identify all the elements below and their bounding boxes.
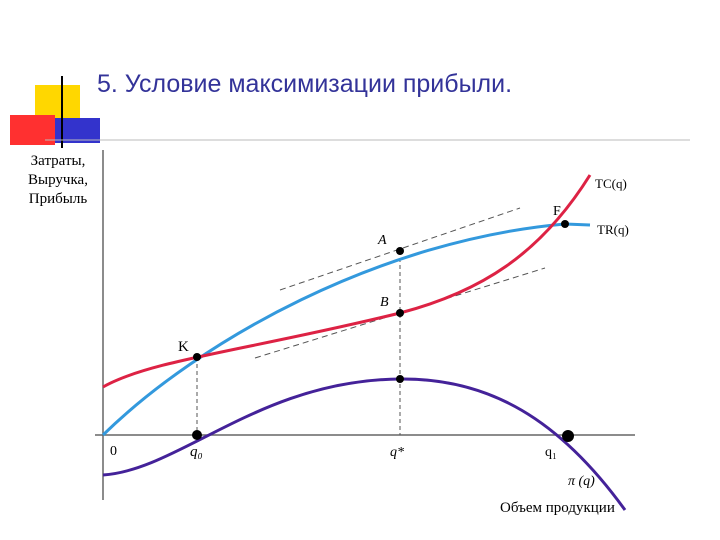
point [561,220,569,228]
x-tick-label: 0 [110,444,117,459]
curve-label: TR(q) [597,222,629,237]
point [396,309,404,317]
y-axis-label: Выручка, [28,172,88,188]
x-tick-label: q* [390,445,404,460]
curve-label: π (q) [568,474,595,489]
curve-label: TC(q) [595,176,627,191]
point [193,353,201,361]
slide-title: 5. Условие максимизации прибыли. [97,70,512,98]
x-tick-label: q₁ [545,445,557,460]
y-axis-label: Прибыль [29,191,88,207]
point-label: A [377,233,387,248]
tc-curve [102,174,592,389]
point [396,375,404,383]
point [396,247,404,255]
x-axis-label: Объем продукции [500,500,615,516]
x-tick-label: q₀ [190,444,203,460]
point-label: F [553,204,561,219]
point [192,430,202,440]
tr-curve [101,222,591,437]
point-label: K [178,339,189,355]
point-label: B [380,295,389,310]
point [562,430,574,442]
tangent-line [279,207,521,291]
y-axis-label: Затраты, [31,153,86,169]
